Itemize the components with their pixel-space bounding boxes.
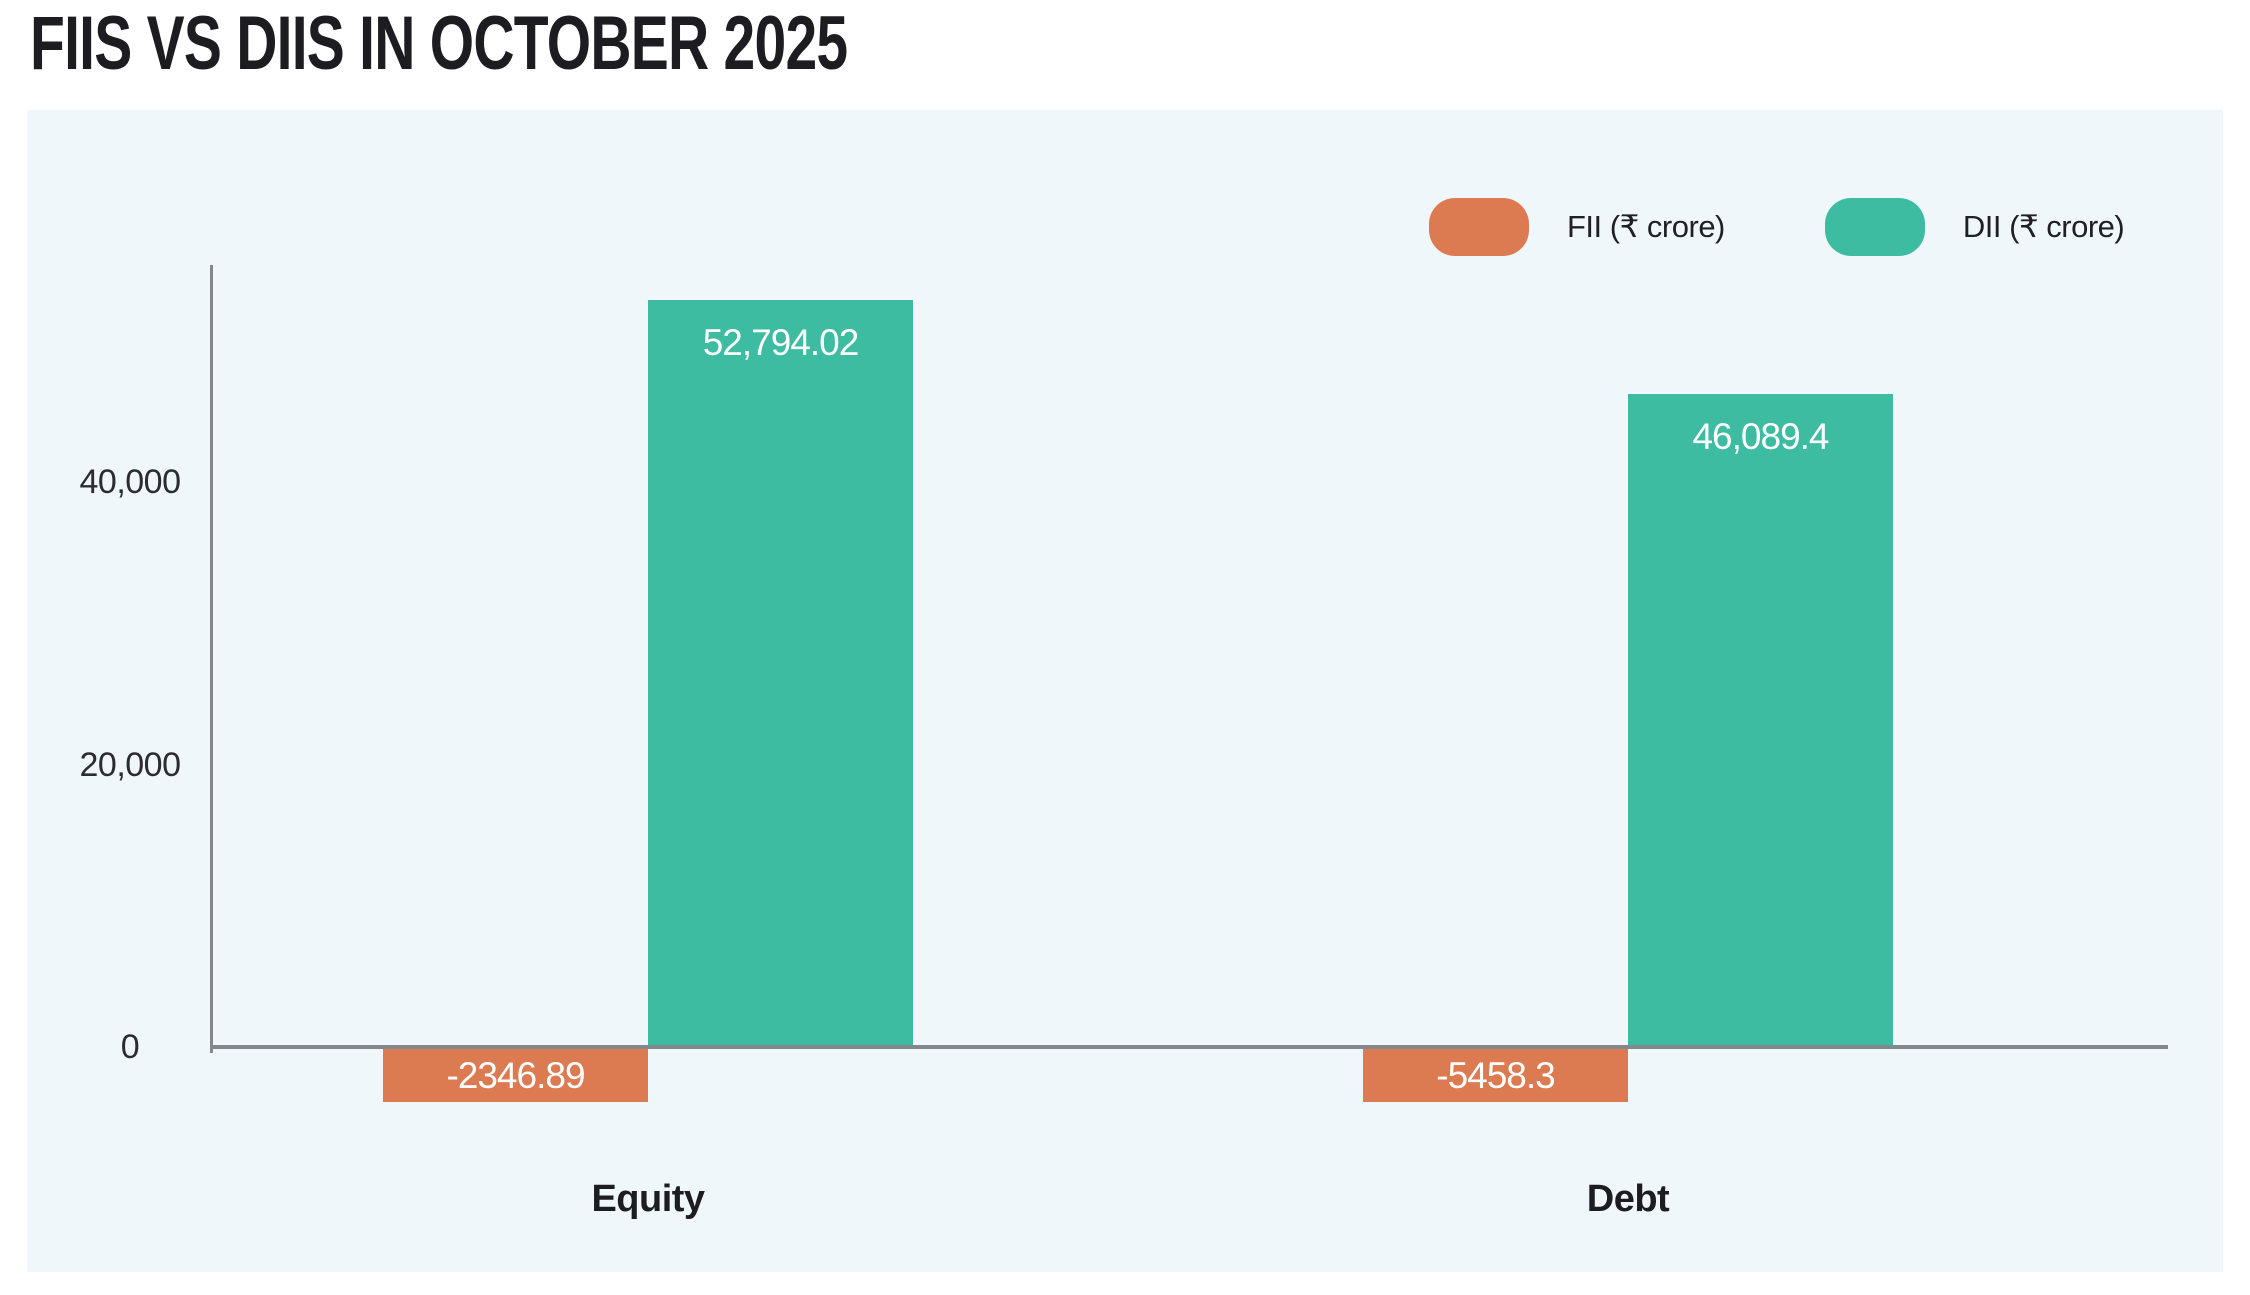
dii-legend-label: DII (₹ crore) — [1962, 209, 2125, 244]
bar-dii-debt-value: 46,089.4 — [1692, 416, 1829, 457]
bar-dii-debt[interactable]: 46,089.4 — [1628, 394, 1893, 1045]
bar-fii-equity-value: -2346.89 — [446, 1054, 585, 1096]
chart-panel — [27, 110, 2223, 1272]
x-axis-line — [210, 1045, 2168, 1049]
y-tick-40000: 40,000 — [79, 463, 182, 501]
legend-item-dii[interactable]: DII (₹ crore) — [1824, 198, 2125, 256]
y-tick-0: 0 — [120, 1028, 140, 1066]
fii-legend-swatch-icon — [1429, 198, 1529, 256]
chart-legend: FII (₹ crore) DII (₹ crore) — [1429, 198, 2125, 256]
bar-dii-equity-value: 52,794.02 — [702, 322, 860, 363]
dii-legend-swatch-icon — [1824, 198, 1925, 256]
category-label-equity: Equity — [591, 1178, 705, 1220]
legend-item-fii[interactable]: FII (₹ crore) — [1429, 198, 1725, 256]
fii-legend-label: FII (₹ crore) — [1567, 209, 1725, 244]
bar-fii-equity[interactable]: -2346.89 — [383, 1049, 648, 1102]
y-tick-20000: 20,000 — [79, 746, 182, 784]
category-label-debt: Debt — [1586, 1178, 1670, 1220]
bar-dii-equity[interactable]: 52,794.02 — [648, 300, 913, 1045]
y-axis-line — [210, 265, 213, 1053]
chart-title: FIIS VS DIIS IN OCTOBER 2025 — [30, 1, 848, 86]
bar-fii-debt-value: -5458.3 — [1436, 1054, 1555, 1096]
bar-fii-debt[interactable]: -5458.3 — [1363, 1049, 1628, 1102]
